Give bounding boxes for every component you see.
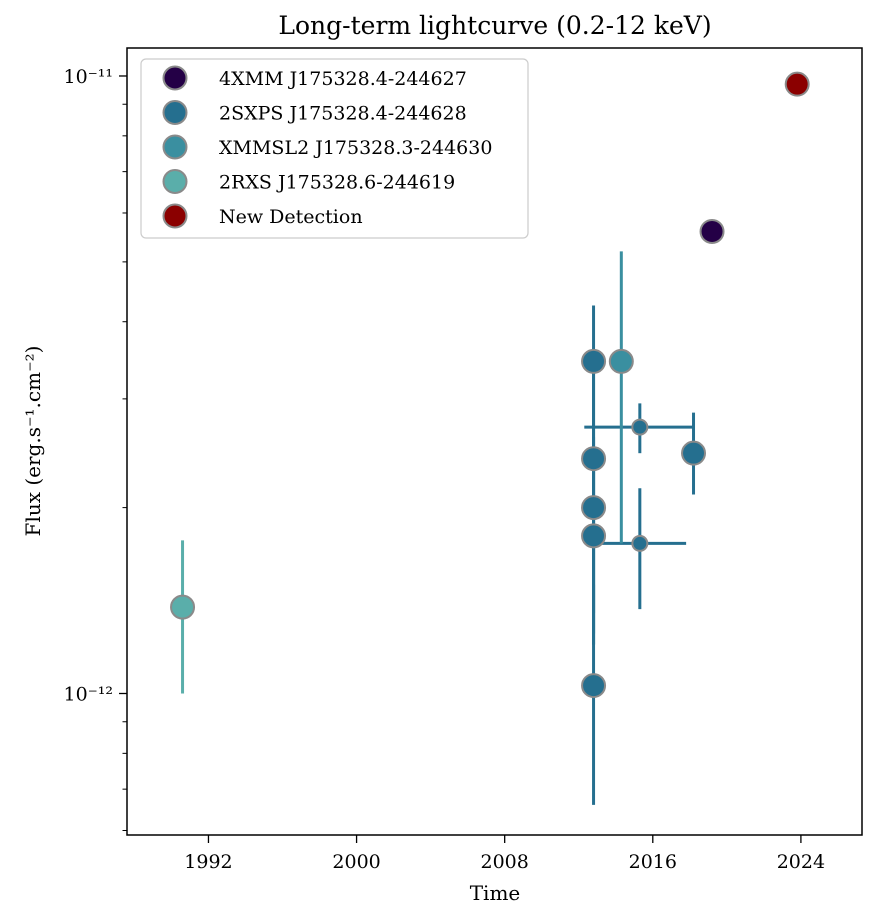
chart-title: Long-term lightcurve (0.2-12 keV) — [278, 11, 711, 40]
data-point — [784, 71, 810, 97]
legend-marker — [162, 100, 188, 125]
x-tick-label: 2000 — [332, 851, 380, 873]
legend-box — [140, 58, 529, 239]
x-axis-label: Time — [470, 881, 521, 905]
data-point — [170, 594, 196, 620]
legend-label: 2SXPS J175328.4-244628 — [219, 103, 467, 125]
data-point — [581, 523, 607, 549]
legend-label: 2RXS J175328.6-244619 — [219, 172, 455, 194]
data-point — [631, 534, 649, 552]
legend-marker — [162, 134, 188, 160]
axes: 1992 2000 2008 2016 2024 10⁻¹¹ 10⁻¹² — [64, 66, 826, 873]
legend-label: 4XMM J175328.4-244627 — [219, 68, 467, 90]
plot-frame — [126, 47, 863, 836]
data-point — [581, 446, 607, 472]
legend-marker — [162, 65, 188, 91]
legend-marker — [162, 203, 188, 229]
legend-marker — [162, 169, 188, 194]
data-point — [681, 440, 707, 466]
y-tick-label: 10⁻¹¹ — [64, 66, 113, 88]
plot-area — [170, 71, 810, 805]
x-tick-label: 1992 — [184, 851, 232, 873]
x-tick-label: 2016 — [629, 851, 677, 873]
x-tick-label: 2008 — [481, 851, 529, 873]
data-point — [581, 495, 607, 521]
x-tick-label: 2024 — [777, 851, 825, 873]
data-point — [581, 673, 607, 699]
data-point — [699, 218, 725, 244]
legend: 4XMM J175328.4-244627 2SXPS J175328.4-244… — [140, 58, 529, 239]
data-point — [581, 348, 607, 374]
legend-label: XMMSL2 J175328.3-244630 — [219, 137, 492, 159]
legend-label: New Detection — [219, 206, 363, 228]
y-tick-label: 10⁻¹² — [64, 683, 113, 705]
y-axis-label: Flux (erg.s⁻¹.cm⁻²) — [21, 346, 45, 537]
data-point — [631, 418, 649, 436]
data-point — [608, 348, 634, 374]
